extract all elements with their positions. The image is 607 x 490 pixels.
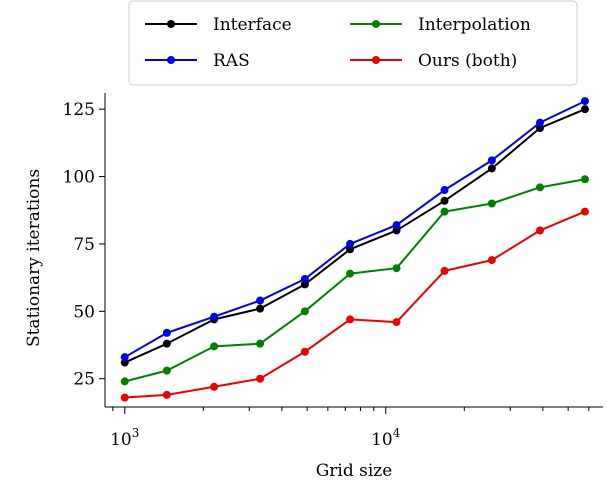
data-point [487, 164, 496, 173]
data-point [487, 156, 496, 165]
legend-marker-2 [372, 20, 380, 28]
data-point [210, 342, 219, 351]
data-point [346, 269, 355, 278]
series-line-3 [124, 210, 586, 399]
data-point [580, 207, 589, 216]
data-point [535, 118, 544, 127]
legend-label-2: Interpolation [418, 15, 531, 35]
series-line-2 [124, 178, 586, 383]
data-point [256, 374, 265, 383]
data-point [162, 328, 171, 337]
data-point [120, 393, 129, 402]
data-point [346, 239, 355, 248]
data-point [300, 347, 309, 356]
axes: 25 50 75 100 125 103 104 [63, 93, 603, 450]
data-point [392, 318, 401, 327]
y-tick-label: 25 [73, 370, 95, 390]
legend-marker-1 [167, 56, 175, 64]
data-point [120, 353, 129, 362]
data-point [300, 274, 309, 283]
data-point [210, 312, 219, 321]
legend-marker-0 [167, 20, 175, 28]
y-tick-label: 75 [73, 235, 95, 255]
data-point [162, 366, 171, 375]
y-axis-label: Stationary iterations [24, 169, 44, 347]
plot-series [120, 97, 589, 402]
data-point [580, 175, 589, 184]
x-axis-label: Grid size [316, 461, 393, 481]
legend-label-3: Ours (both) [418, 51, 517, 71]
data-point [440, 186, 449, 195]
data-point [440, 196, 449, 205]
data-point [162, 339, 171, 348]
data-point [535, 226, 544, 235]
data-point [256, 296, 265, 305]
legend: Interface RAS Interpolation Ours (both) [128, 0, 578, 86]
data-point [487, 256, 496, 265]
data-point [256, 304, 265, 313]
legend-label-1: RAS [213, 51, 250, 71]
data-point [256, 339, 265, 348]
x-tick-label: 104 [371, 426, 401, 450]
data-point [580, 105, 589, 114]
data-point [392, 264, 401, 273]
data-point [487, 199, 496, 208]
y-tick-label: 100 [63, 168, 95, 188]
y-tick-label: 125 [63, 100, 95, 120]
data-point [535, 183, 544, 192]
legend-label-0: Interface [213, 15, 292, 35]
data-point [346, 315, 355, 324]
data-point [440, 207, 449, 216]
legend-box [128, 0, 578, 86]
data-point [392, 221, 401, 230]
y-tick-label: 50 [73, 302, 95, 322]
data-point [120, 377, 129, 386]
x-tick-label: 103 [110, 426, 139, 450]
data-point [162, 390, 171, 399]
data-point [300, 307, 309, 316]
data-point [440, 266, 449, 275]
data-point [580, 97, 589, 106]
data-point [210, 382, 219, 391]
legend-marker-3 [372, 56, 380, 64]
